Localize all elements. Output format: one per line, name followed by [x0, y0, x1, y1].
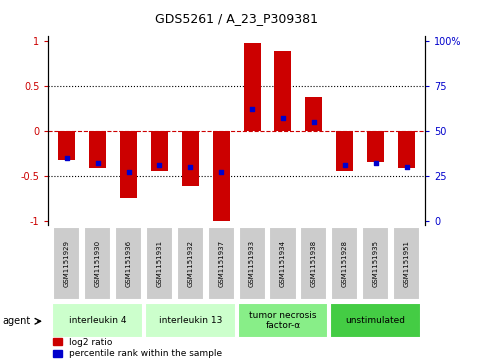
- Text: GSM1151951: GSM1151951: [403, 240, 410, 287]
- Text: GSM1151936: GSM1151936: [126, 240, 131, 287]
- Point: [94, 160, 101, 166]
- Point: [279, 115, 287, 121]
- Bar: [58, 131, 75, 160]
- FancyBboxPatch shape: [300, 227, 327, 300]
- FancyBboxPatch shape: [393, 227, 420, 300]
- FancyBboxPatch shape: [208, 227, 235, 300]
- FancyBboxPatch shape: [146, 227, 173, 300]
- Point: [217, 169, 225, 175]
- Text: GSM1151937: GSM1151937: [218, 240, 224, 287]
- FancyBboxPatch shape: [331, 227, 358, 300]
- Point: [125, 169, 132, 175]
- FancyBboxPatch shape: [115, 227, 142, 300]
- FancyBboxPatch shape: [84, 227, 111, 300]
- Text: GSM1151930: GSM1151930: [95, 240, 101, 287]
- Text: GSM1151935: GSM1151935: [372, 240, 379, 287]
- Point: [341, 162, 349, 168]
- FancyBboxPatch shape: [270, 227, 297, 300]
- FancyBboxPatch shape: [52, 303, 143, 338]
- FancyBboxPatch shape: [330, 303, 421, 338]
- Point: [310, 119, 318, 125]
- Text: GSM1151933: GSM1151933: [249, 240, 255, 287]
- FancyBboxPatch shape: [362, 227, 389, 300]
- Text: tumor necrosis
factor-α: tumor necrosis factor-α: [249, 311, 317, 330]
- Bar: [243, 44, 261, 131]
- Text: agent: agent: [2, 316, 30, 326]
- Text: GSM1151934: GSM1151934: [280, 240, 286, 287]
- Legend: log2 ratio, percentile rank within the sample: log2 ratio, percentile rank within the s…: [53, 338, 222, 359]
- Text: GSM1151928: GSM1151928: [342, 240, 348, 287]
- Bar: [182, 131, 199, 187]
- Point: [372, 160, 380, 166]
- Text: GSM1151929: GSM1151929: [64, 240, 70, 287]
- Text: GSM1151932: GSM1151932: [187, 240, 193, 287]
- Point: [156, 162, 163, 168]
- Point: [403, 164, 411, 170]
- FancyBboxPatch shape: [53, 227, 80, 300]
- Bar: [151, 131, 168, 171]
- FancyBboxPatch shape: [239, 227, 266, 300]
- Point: [248, 106, 256, 112]
- Text: interleukin 13: interleukin 13: [158, 316, 222, 325]
- Text: interleukin 4: interleukin 4: [69, 316, 127, 325]
- Bar: [398, 131, 415, 168]
- Point: [63, 155, 71, 160]
- Text: GSM1151938: GSM1151938: [311, 240, 317, 287]
- FancyBboxPatch shape: [177, 227, 204, 300]
- FancyBboxPatch shape: [238, 303, 328, 338]
- Point: [186, 164, 194, 170]
- Bar: [367, 131, 384, 162]
- Bar: [305, 97, 322, 131]
- Text: unstimulated: unstimulated: [346, 316, 406, 325]
- Text: GSM1151931: GSM1151931: [156, 240, 162, 287]
- FancyBboxPatch shape: [145, 303, 236, 338]
- Bar: [213, 131, 230, 221]
- Text: GDS5261 / A_23_P309381: GDS5261 / A_23_P309381: [155, 12, 318, 25]
- Bar: [336, 131, 353, 171]
- Bar: [89, 131, 106, 168]
- Bar: [120, 131, 137, 198]
- Bar: [274, 51, 291, 131]
